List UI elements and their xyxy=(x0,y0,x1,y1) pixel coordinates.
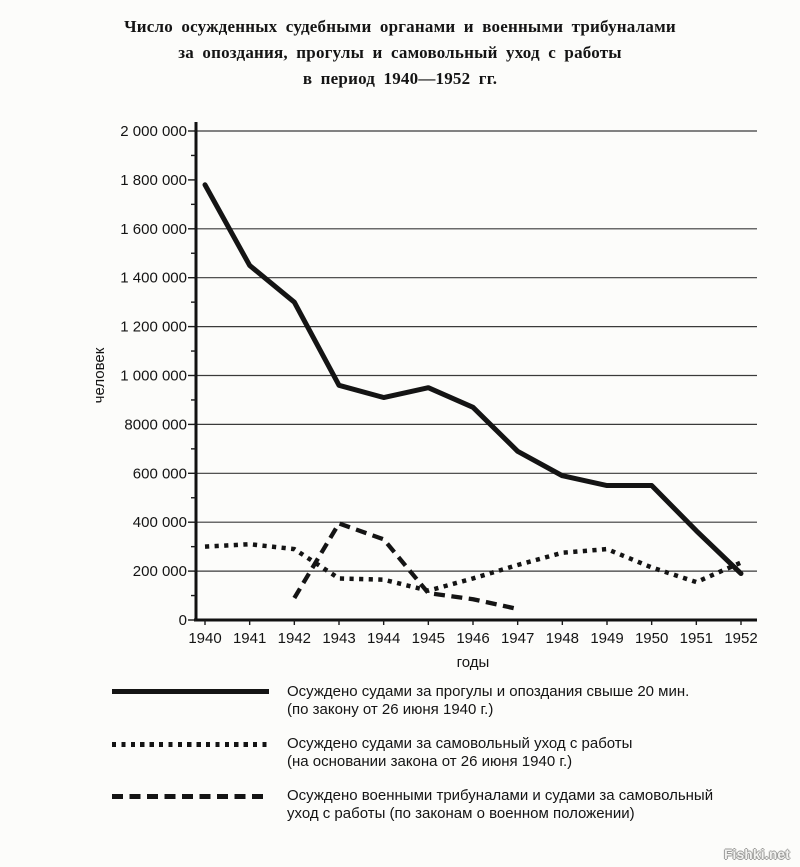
axes-group xyxy=(194,122,757,622)
svg-text:1947: 1947 xyxy=(501,630,534,647)
chart-title-line-1: Число осужденных судебными органами и во… xyxy=(124,17,676,36)
svg-text:1952: 1952 xyxy=(724,630,757,647)
series-line-solid xyxy=(202,182,744,577)
legend-label-dashed-line-2: уход с работы (по законам о военном поло… xyxy=(287,804,635,822)
svg-text:1941: 1941 xyxy=(233,630,266,647)
svg-text:1944: 1944 xyxy=(367,630,400,647)
legend-label-dashed-line-1: Осуждено военными трибуналами и судами з… xyxy=(287,787,714,804)
svg-text:1949: 1949 xyxy=(590,630,623,647)
legend-label-solid-line-2: (по закону от 26 июня 1940 г.) xyxy=(287,700,494,718)
gridlines-group xyxy=(194,130,757,572)
legend-item-dotted: Осуждено судами за самовольный уход с ра… xyxy=(112,735,784,770)
svg-text:1945: 1945 xyxy=(412,630,445,647)
svg-text:1946: 1946 xyxy=(456,630,489,647)
x-axis-group: 1940 1941 1942 1943 1944 1945 1946 1947 1948 1949… xyxy=(188,620,758,671)
y-axis-group: 2 000 000 1 800 000 1 600 000 1 400 000 1 20… xyxy=(91,123,196,629)
chart-legend: Осуждено судами за прогулы и опоздания с… xyxy=(112,683,784,839)
svg-text:человек: человек xyxy=(91,347,108,403)
series-line-dashed xyxy=(292,521,519,612)
svg-text:годы: годы xyxy=(457,654,490,671)
legend-label-solid: Осуждено судами за прогулы и опоздания с… xyxy=(287,683,689,718)
svg-text:1943: 1943 xyxy=(322,630,355,647)
svg-text:1 600 000: 1 600 000 xyxy=(120,221,187,238)
legend-line-sample-dashed xyxy=(112,794,269,799)
series-line-dotted xyxy=(204,541,742,593)
svg-text:600 000: 600 000 xyxy=(133,465,187,482)
svg-text:1950: 1950 xyxy=(635,630,668,647)
svg-text:1951: 1951 xyxy=(680,630,713,647)
svg-text:1 200 000: 1 200 000 xyxy=(120,319,187,336)
svg-text:8000 000: 8000 000 xyxy=(124,416,187,433)
svg-text:1948: 1948 xyxy=(546,630,579,647)
legend-line-sample-solid xyxy=(112,689,269,694)
legend-label-dotted-line-1: Осуждено судами за самовольный уход с ра… xyxy=(287,735,633,752)
chart-title-line-3: в период 1940—1952 гг. xyxy=(302,69,498,88)
svg-text:1 800 000: 1 800 000 xyxy=(120,172,187,189)
svg-text:1 000 000: 1 000 000 xyxy=(120,368,187,385)
chart-title-line-2: за опоздания, прогулы и самовольный уход… xyxy=(178,43,622,62)
legend-item-dashed: Осуждено военными трибуналами и судами з… xyxy=(112,787,784,822)
svg-text:2 000 000: 2 000 000 xyxy=(120,123,187,140)
svg-text:200 000: 200 000 xyxy=(133,563,187,580)
series-group xyxy=(202,182,744,612)
legend-label-solid-line-1: Осуждено судами за прогулы и опоздания с… xyxy=(287,683,690,700)
line-chart: 2 000 000 1 800 000 1 600 000 1 400 000 1 20… xyxy=(91,122,758,671)
chart-title: Число осужденных судебными органами и во… xyxy=(0,14,800,92)
legend-label-dotted: Осуждено судами за самовольный уход с ра… xyxy=(287,735,632,770)
svg-text:400 000: 400 000 xyxy=(133,514,187,531)
svg-text:0: 0 xyxy=(179,612,187,629)
legend-label-dashed: Осуждено военными трибуналами и судами з… xyxy=(287,787,713,822)
svg-text:1942: 1942 xyxy=(278,630,311,647)
legend-item-solid: Осуждено судами за прогулы и опоздания с… xyxy=(112,683,784,718)
legend-label-dotted-line-2: (на основании закона от 26 июня 1940 г.) xyxy=(287,752,573,770)
watermark: Fishki.net xyxy=(723,847,790,862)
svg-text:1940: 1940 xyxy=(188,630,221,647)
legend-line-sample-dotted xyxy=(112,742,269,747)
svg-text:1 400 000: 1 400 000 xyxy=(120,270,187,287)
